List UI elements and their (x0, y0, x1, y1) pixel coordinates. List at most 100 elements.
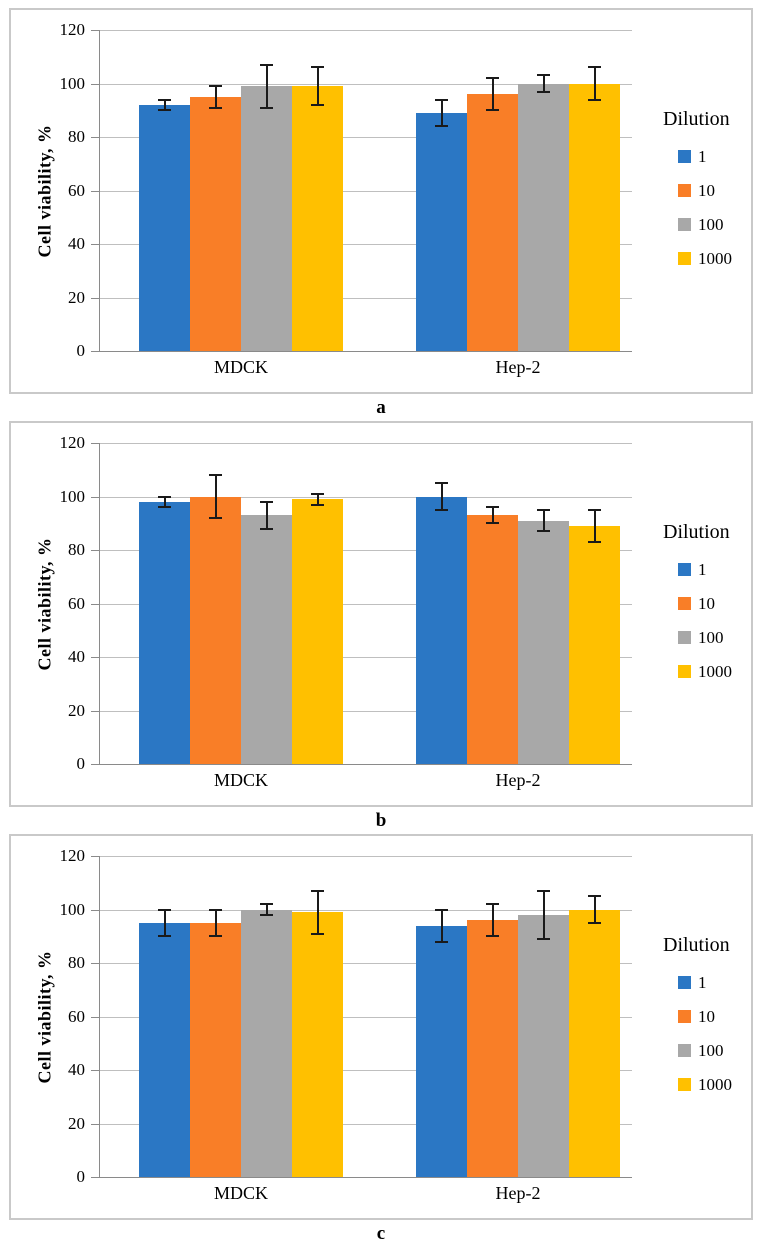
legend-item-1: 1 (661, 974, 762, 991)
error-bar-cap-bottom (260, 106, 273, 109)
error-bar-cap-bottom (537, 90, 550, 93)
category-label-Hep-2: Hep-2 (495, 1183, 541, 1203)
gridline-0 (99, 351, 632, 352)
error-bar-cap-top (209, 908, 222, 911)
legend-item-10: 10 (661, 182, 762, 199)
error-bar-cap-bottom (588, 921, 601, 924)
error-bar (214, 86, 217, 108)
bar-dilution-1000-MDCK (292, 86, 343, 351)
y-tick-mark (91, 83, 99, 85)
plot-area: 0 20 40 60 80 100 120 MDCK Hep-2 (60, 846, 632, 1203)
legend-item-label: 100 (698, 215, 724, 234)
error-bar (214, 909, 217, 937)
gridline-0 (99, 764, 632, 765)
legend-item-1000: 1000 (661, 1076, 762, 1093)
error-bar (440, 99, 443, 127)
bar-dilution-1-Hep-2 (416, 112, 467, 351)
gridline-60 (99, 190, 632, 192)
error-bar-cap-top (537, 74, 550, 77)
legend-item-100: 100 (661, 1042, 762, 1059)
gridline-40 (99, 657, 632, 658)
legend-item-100: 100 (661, 216, 762, 233)
bar-dilution-100-Hep-2 (518, 520, 569, 764)
legend-item-label: 10 (698, 594, 715, 613)
gridline-20 (99, 1123, 632, 1125)
error-bar-cap-top (311, 66, 324, 69)
error-bar-cap-bottom (486, 935, 499, 938)
legend-item-10: 10 (661, 1008, 762, 1025)
gridline-60 (99, 603, 632, 605)
y-axis-line (99, 443, 100, 764)
figure-panel-a: Cell viability, % 0 20 40 60 80 100 120 MDCK Hep… (9, 8, 753, 421)
legend-item-label: 1000 (698, 662, 732, 681)
bar-dilution-1-Hep-2 (416, 925, 467, 1177)
error-bar-cap-top (435, 908, 448, 911)
category-label-MDCK: MDCK (213, 770, 269, 790)
error-bar-cap-top (158, 98, 171, 101)
error-bar-cap-bottom (311, 932, 324, 935)
legend-item-label: 1 (698, 560, 707, 579)
gridline-20 (99, 297, 632, 299)
bar-dilution-10-MDCK (190, 496, 241, 764)
legend-title: Dilution (663, 108, 730, 130)
error-bar-cap-bottom (588, 540, 601, 543)
legend-swatch-icon (678, 1044, 691, 1057)
y-tick-mark (91, 30, 99, 31)
y-tick-mark (91, 1123, 99, 1125)
error-bar-cap-bottom (537, 937, 550, 940)
legend-item-label: 1000 (698, 1075, 732, 1094)
error-bar-cap-top (209, 85, 222, 88)
error-bar-cap-bottom (486, 522, 499, 525)
error-bar (542, 890, 545, 939)
y-axis-line (99, 856, 100, 1177)
legend-items: 1 10 100 1000 (661, 974, 762, 1093)
error-bar (542, 509, 545, 532)
error-bar (440, 483, 443, 510)
y-tick-mark (91, 1070, 99, 1071)
legend-item-label: 1 (698, 973, 707, 992)
error-bar-cap-top (311, 889, 324, 892)
chart-panel-c: Cell viability, % 0 20 40 60 80 100 120 MDCK Hep… (9, 834, 753, 1220)
error-bar (265, 904, 268, 915)
y-tick-label: 80 (68, 540, 85, 559)
y-tick-label: 120 (59, 846, 86, 865)
y-tick-label: 80 (68, 953, 85, 972)
gridline-100 (99, 909, 632, 911)
y-tick-label: 100 (59, 73, 86, 93)
gridline-40 (99, 244, 632, 245)
error-bar-cap-top (486, 506, 499, 509)
y-tick-mark (91, 190, 99, 192)
error-bar-cap-bottom (537, 530, 550, 533)
y-tick-label: 20 (68, 700, 85, 720)
legend-item-1000: 1000 (661, 250, 762, 267)
y-tick-label: 40 (68, 234, 85, 253)
category-label-Hep-2: Hep-2 (495, 770, 541, 790)
bar-dilution-100-MDCK (241, 909, 292, 1177)
gridline-80 (99, 550, 632, 551)
y-tick-label: 60 (68, 593, 85, 613)
y-tick-mark (91, 550, 99, 551)
legend-swatch-icon (678, 150, 691, 163)
bar-dilution-1000-Hep-2 (569, 525, 620, 764)
y-tick-label: 100 (59, 899, 86, 919)
legend-swatch-icon (678, 218, 691, 231)
figure-panel-c: Cell viability, % 0 20 40 60 80 100 120 MDCK Hep… (9, 834, 753, 1247)
legend-item-1: 1 (661, 148, 762, 165)
bar-dilution-1-MDCK (139, 922, 190, 1177)
chart-panel-b: Cell viability, % 0 20 40 60 80 100 120 MDCK Hep… (9, 421, 753, 807)
bar-dilution-10-MDCK (190, 922, 241, 1177)
y-axis-line (99, 30, 100, 351)
legend-item-label: 1000 (698, 249, 732, 268)
error-bar-cap-bottom (311, 103, 324, 106)
bar-dilution-10-Hep-2 (467, 515, 518, 764)
y-tick-mark (91, 244, 99, 245)
bar-dilution-1000-MDCK (292, 499, 343, 764)
legend-item-label: 10 (698, 181, 715, 200)
error-bar-cap-bottom (209, 106, 222, 109)
error-bar-cap-top (209, 474, 222, 477)
y-tick-label: 80 (68, 127, 85, 146)
legend-items: 1 10 100 1000 (661, 148, 762, 267)
gridline-100 (99, 83, 632, 85)
panel-caption-a: a (376, 397, 386, 418)
